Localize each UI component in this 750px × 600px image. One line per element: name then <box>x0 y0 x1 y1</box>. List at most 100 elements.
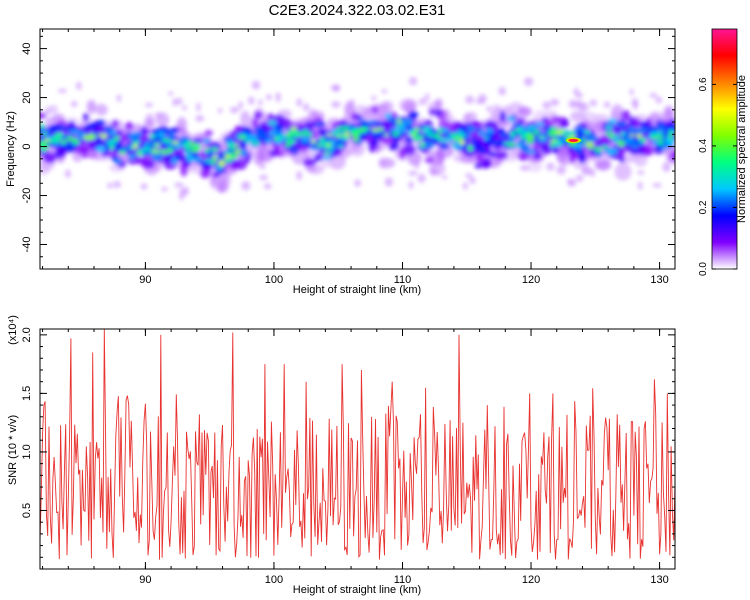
snr-x-label: Height of straight line (km) <box>293 584 421 596</box>
spectrogram-cell <box>573 87 579 97</box>
spectrogram-cell <box>127 153 136 160</box>
snr-frame <box>39 328 676 570</box>
spectrogram-cell <box>81 150 89 159</box>
spectrogram-cell <box>259 163 266 170</box>
spectrogram-cell <box>499 132 509 138</box>
spectrogram-cell <box>217 107 223 114</box>
spectrogram-cell <box>241 181 251 191</box>
spectrogram-cell <box>559 120 567 129</box>
spectrogram-cell <box>141 126 148 136</box>
spectrogram-cell <box>273 136 280 141</box>
colorbar-tick-label: 0.4 <box>698 139 709 153</box>
spectrogram-cell <box>667 134 673 139</box>
spectrogram-cell <box>289 127 298 130</box>
spectrogram-cell <box>223 151 233 155</box>
spectrogram-cell <box>218 160 225 164</box>
spectrogram-cell <box>69 129 80 134</box>
spectrogram-cell <box>96 141 107 146</box>
spectrogram-cell <box>483 136 490 140</box>
spectrogram-cell <box>326 134 334 137</box>
spectrogram-cell <box>155 150 160 154</box>
spectrogram-cell <box>668 129 674 135</box>
spectrogram-cell <box>585 121 603 131</box>
spectrogram-cell <box>437 128 443 134</box>
spectrogram-cell <box>301 136 310 143</box>
spectrogram-cell <box>65 145 78 150</box>
spectrogram-cell <box>319 136 325 143</box>
spectrogram-cell <box>649 131 660 136</box>
spectrogram-cell <box>172 140 179 145</box>
snr-y-tick-label: 0.5 <box>21 503 33 518</box>
spectrogram-cell <box>639 137 647 143</box>
spectrogram-cell <box>610 104 624 122</box>
colorbar-tick-label: 0.2 <box>698 200 709 214</box>
spectrogram-cell <box>155 112 162 118</box>
colorbar-label: Normalized spectral amplitude <box>736 75 748 223</box>
spectrogram-cell <box>517 130 528 135</box>
spectrogram-cell <box>485 127 493 135</box>
spectrogram-cell <box>434 98 443 110</box>
spectrogram-cell <box>607 118 618 123</box>
spectrogram-cell <box>195 115 205 122</box>
spectrogram-cell <box>408 181 414 190</box>
spectrogram-cell <box>238 101 243 110</box>
spectrogram-y-tick-label: -40 <box>21 237 33 253</box>
spectrogram-cell <box>549 126 557 132</box>
spectrogram-cell <box>186 151 191 158</box>
spectrogram-cell <box>546 162 555 171</box>
spectrogram-cell <box>629 134 636 137</box>
spectrogram-cell <box>589 99 598 107</box>
spectrogram-cell <box>124 122 134 131</box>
spectrogram-cell <box>234 149 242 154</box>
spectrogram-cell <box>637 181 643 190</box>
spectrogram-x-tick-label: 90 <box>139 274 151 286</box>
spectrogram-cell <box>631 98 639 108</box>
spectrogram-cell <box>58 124 65 132</box>
spectrogram-cell <box>289 148 299 153</box>
spectrogram-cell <box>417 173 426 184</box>
spectrogram-cell <box>511 122 523 128</box>
snr-y-multiplier: (x10⁴) <box>7 315 19 345</box>
spectrogram-cell <box>595 159 612 171</box>
spectrogram-cell <box>285 143 290 148</box>
spectrogram-cell <box>556 165 566 175</box>
spectrogram-cell <box>555 130 563 136</box>
spectrogram-cell <box>423 140 435 149</box>
spectrogram-cell <box>149 134 156 139</box>
spectrogram-cell <box>459 139 465 145</box>
spectrogram-cell <box>496 138 505 147</box>
spectrogram-cell <box>538 136 546 139</box>
spectrogram-cell <box>113 181 121 188</box>
spectrogram-cell <box>57 148 66 156</box>
spectrogram-cell <box>605 125 612 130</box>
spectrogram-cell <box>519 143 530 152</box>
snr-panel: 90 100 110 120 130 0.5 1.0 1.5 2.0 Height of str… <box>7 315 676 596</box>
spectrogram-cell <box>351 112 358 121</box>
spectrogram-cell <box>390 118 398 126</box>
spectrogram-cell <box>64 169 71 178</box>
spectrogram-cell <box>455 137 463 140</box>
spectrogram-cell <box>585 134 598 142</box>
spectrogram-cell <box>506 115 516 122</box>
spectrogram-cell <box>259 174 269 181</box>
snr-x-tick-label: 90 <box>139 574 151 586</box>
spectrogram-cell <box>349 140 366 157</box>
spectrogram-cell <box>155 131 166 138</box>
spectrogram-cell <box>184 186 189 195</box>
spectrogram-cell <box>335 134 344 138</box>
spectrogram-cell <box>442 175 448 180</box>
spectrogram-cell <box>466 125 476 133</box>
spectrogram-y-tick-label: 20 <box>21 91 33 103</box>
spectrogram-cell <box>321 155 332 160</box>
spectrogram-cell <box>398 147 406 159</box>
spectrogram-cell <box>351 129 357 133</box>
spectrogram-cell <box>95 146 107 153</box>
spectrogram-cell <box>40 112 47 119</box>
spectrogram-peak-cell <box>569 139 577 142</box>
spectrogram-cell <box>576 131 584 140</box>
spectrogram-cell <box>523 77 534 86</box>
spectrogram-cell <box>251 140 261 146</box>
spectrogram-cell <box>254 126 262 133</box>
spectrogram-cell <box>223 155 231 158</box>
spectrogram-cell <box>411 131 417 137</box>
